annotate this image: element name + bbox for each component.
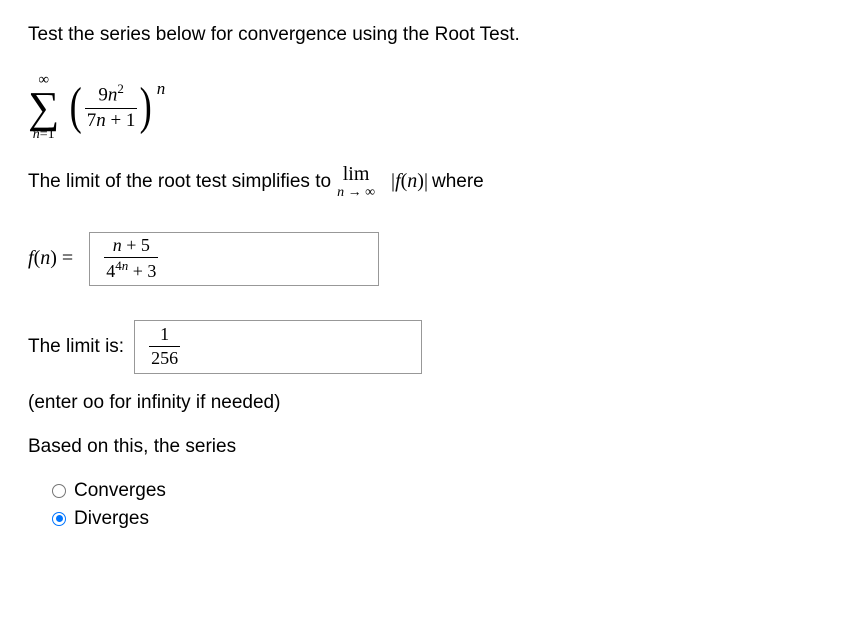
- radio-icon: [52, 512, 66, 526]
- infinity-note: (enter oo for infinity if needed): [28, 392, 835, 414]
- radio-icon: [52, 484, 66, 498]
- root-test-sentence: The limit of the root test simplifies to…: [28, 164, 835, 200]
- fn-answer-row: f(n) = n + 5 44n + 3: [28, 232, 835, 286]
- outer-parentheses: ( 9n2 7n + 1 ) n: [67, 81, 165, 134]
- inner-fraction: 9n2 7n + 1: [85, 81, 138, 134]
- question-intro: Test the series below for convergence us…: [28, 24, 835, 46]
- series-expression: ∞ ∑ n=1 ( 9n2 7n + 1 ) n: [28, 68, 835, 142]
- summation-symbol: ∞ ∑ n=1: [28, 73, 59, 142]
- option-diverges[interactable]: Diverges: [52, 508, 835, 530]
- limit-label: The limit is:: [28, 336, 124, 358]
- limit-answer-input[interactable]: 1 256: [134, 320, 422, 374]
- convergence-options: Converges Diverges: [28, 480, 835, 530]
- option-label: Converges: [74, 480, 166, 502]
- sentence-pre: The limit of the root test simplifies to: [28, 171, 331, 193]
- limit-answer-row: The limit is: 1 256: [28, 320, 835, 374]
- limit-expression: lim n → ∞: [337, 164, 375, 200]
- option-label: Diverges: [74, 508, 149, 530]
- fn-lhs: f(n) =: [28, 247, 73, 270]
- abs-fn: |f(n)|: [391, 170, 428, 193]
- sum-lower: n=1: [33, 128, 55, 142]
- sentence-post: where: [432, 171, 484, 193]
- based-on-text: Based on this, the series: [28, 436, 835, 458]
- option-converges[interactable]: Converges: [52, 480, 835, 502]
- fn-answer-input[interactable]: n + 5 44n + 3: [89, 232, 379, 286]
- sigma-icon: ∑: [28, 88, 59, 128]
- outer-exponent: n: [157, 79, 166, 99]
